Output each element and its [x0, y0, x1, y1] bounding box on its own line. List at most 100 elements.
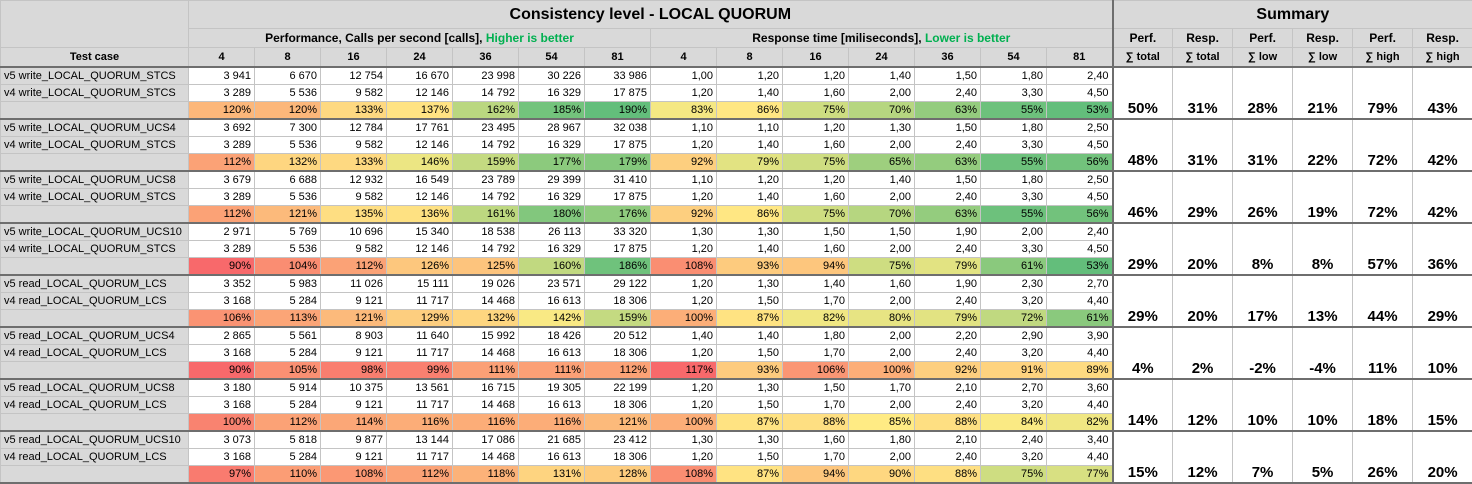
- perf-cell: 17 875: [585, 241, 651, 258]
- resp-ratio-cell: 75%: [981, 466, 1047, 484]
- resp-cell: 2,20: [915, 327, 981, 345]
- resp-cell: 3,20: [981, 345, 1047, 362]
- perf-cell: 16 549: [387, 171, 453, 189]
- resp-cell: 4,40: [1047, 345, 1113, 362]
- perf-cell: 22 199: [585, 379, 651, 397]
- perf-ratio-cell: 121%: [255, 206, 321, 224]
- resp-cell: 1,20: [651, 137, 717, 154]
- test-case-name: v4 write_LOCAL_QUORUM_STCS: [1, 189, 189, 206]
- perf-ratio-cell: 125%: [453, 258, 519, 276]
- perf-cell: 14 468: [453, 345, 519, 362]
- resp-ratio-cell: 108%: [651, 258, 717, 276]
- perf-cell: 5 284: [255, 397, 321, 414]
- perf-cell: 16 329: [519, 241, 585, 258]
- resp-cell: 2,40: [915, 397, 981, 414]
- summary-value: 50%: [1113, 67, 1173, 119]
- perf-cell: 16 329: [519, 85, 585, 102]
- resp-cell: 1,70: [783, 397, 849, 414]
- resp-cell: 1,60: [849, 275, 915, 293]
- resp-cell: 2,00: [849, 189, 915, 206]
- resp-cell: 4,40: [1047, 293, 1113, 310]
- resp-ratio-cell: 82%: [783, 310, 849, 328]
- resp-ratio-cell: 61%: [981, 258, 1047, 276]
- perf-cell: 12 146: [387, 85, 453, 102]
- perf-cell: 5 561: [255, 327, 321, 345]
- summary-col-header: Resp.: [1173, 29, 1233, 48]
- resp-ratio-cell: 75%: [849, 258, 915, 276]
- perf-cell: 5 284: [255, 293, 321, 310]
- perf-cell: 11 717: [387, 397, 453, 414]
- resp-cell: 1,20: [651, 449, 717, 466]
- perf-cell: 17 875: [585, 189, 651, 206]
- resp-cell: 1,20: [651, 275, 717, 293]
- resp-cell: 1,40: [717, 85, 783, 102]
- summary-value: 48%: [1113, 119, 1173, 171]
- perf-ratio-cell: 132%: [255, 154, 321, 172]
- resp-cell: 1,40: [651, 327, 717, 345]
- test-case-name: v5 write_LOCAL_QUORUM_STCS: [1, 67, 189, 85]
- perf-thread-header: 81: [585, 48, 651, 68]
- perf-cell: 23 495: [453, 119, 519, 137]
- perf-ratio-cell: 133%: [321, 102, 387, 120]
- resp-cell: 1,20: [717, 67, 783, 85]
- perf-cell: 23 789: [453, 171, 519, 189]
- perf-cell: 5 914: [255, 379, 321, 397]
- perf-cell: 11 717: [387, 449, 453, 466]
- ratio-label-cell: [1, 362, 189, 380]
- resp-cell: 1,70: [783, 449, 849, 466]
- perf-ratio-cell: 180%: [519, 206, 585, 224]
- resp-ratio-cell: 86%: [717, 102, 783, 120]
- perf-ratio-cell: 176%: [585, 206, 651, 224]
- perf-cell: 12 754: [321, 67, 387, 85]
- perf-cell: 12 784: [321, 119, 387, 137]
- perf-cell: 16 613: [519, 293, 585, 310]
- resp-cell: 1,50: [915, 67, 981, 85]
- ratio-label-cell: [1, 102, 189, 120]
- resp-ratio-cell: 56%: [1047, 154, 1113, 172]
- summary-value: 15%: [1413, 379, 1472, 431]
- resp-cell: 2,00: [849, 137, 915, 154]
- summary-value: 5%: [1293, 431, 1353, 483]
- perf-cell: 12 146: [387, 137, 453, 154]
- perf-ratio-cell: 126%: [387, 258, 453, 276]
- resp-cell: 1,10: [651, 119, 717, 137]
- perf-cell: 9 582: [321, 189, 387, 206]
- perf-cell: 12 146: [387, 241, 453, 258]
- resp-cell: 3,20: [981, 449, 1047, 466]
- perf-cell: 5 983: [255, 275, 321, 293]
- resp-ratio-cell: 94%: [783, 466, 849, 484]
- perf-ratio-cell: 118%: [453, 466, 519, 484]
- perf-ratio-cell: 99%: [387, 362, 453, 380]
- perf-ratio-cell: 160%: [519, 258, 585, 276]
- resp-cell: 1,20: [651, 345, 717, 362]
- resp-cell: 1,50: [849, 223, 915, 241]
- summary-value: 29%: [1173, 171, 1233, 223]
- perf-cell: 10 696: [321, 223, 387, 241]
- resp-cell: 1,40: [717, 241, 783, 258]
- perf-ratio-cell: 185%: [519, 102, 585, 120]
- perf-cell: 9 582: [321, 85, 387, 102]
- resp-cell: 1,20: [651, 189, 717, 206]
- perf-ratio-cell: 97%: [189, 466, 255, 484]
- perf-ratio-cell: 90%: [189, 258, 255, 276]
- perf-ratio-cell: 135%: [321, 206, 387, 224]
- resp-cell: 2,40: [1047, 223, 1113, 241]
- summary-value: 7%: [1233, 431, 1293, 483]
- perf-ratio-cell: 121%: [585, 414, 651, 432]
- resp-ratio-cell: 72%: [981, 310, 1047, 328]
- test-case-name: v4 write_LOCAL_QUORUM_STCS: [1, 137, 189, 154]
- resp-ratio-cell: 63%: [915, 102, 981, 120]
- resp-ratio-cell: 70%: [849, 102, 915, 120]
- resp-ratio-cell: 106%: [783, 362, 849, 380]
- resp-cell: 3,20: [981, 397, 1047, 414]
- perf-cell: 18 306: [585, 293, 651, 310]
- perf-cell: 5 818: [255, 431, 321, 449]
- perf-thread-header: 54: [519, 48, 585, 68]
- summary-value: 10%: [1293, 379, 1353, 431]
- summary-value: 2%: [1173, 327, 1233, 379]
- perf-cell: 5 769: [255, 223, 321, 241]
- perf-cell: 19 026: [453, 275, 519, 293]
- summary-value: 20%: [1173, 275, 1233, 327]
